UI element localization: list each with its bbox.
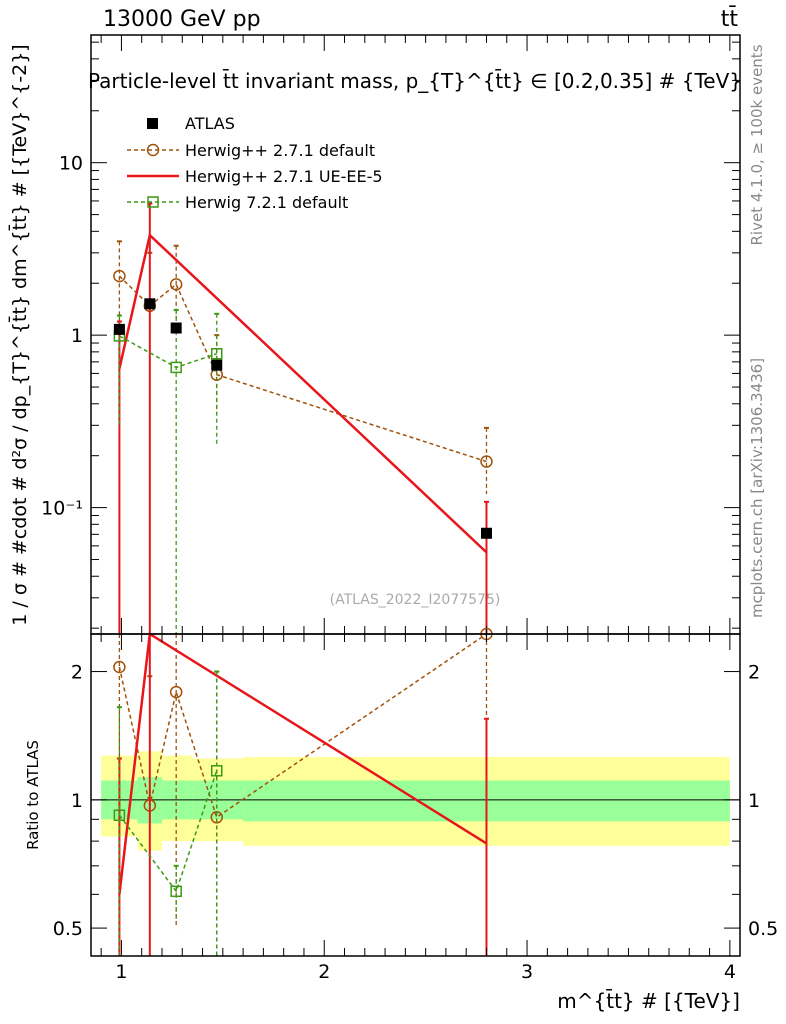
main-point-atlas-3 xyxy=(211,359,223,371)
ratio-point-herwig-7-2-1-default-0 xyxy=(113,809,126,822)
ratio-plot-frame xyxy=(90,633,741,957)
legend-marker-atlas xyxy=(147,118,158,129)
analysis-watermark: (ATLAS_2022_I2077575) xyxy=(330,592,501,608)
main-plot-panel: 10⁻¹ 1 10 xyxy=(41,34,741,635)
main-ytick-label-0: 10⁻¹ xyxy=(41,498,83,520)
x-axis-label: m^{t̄t} # [{TeV}] xyxy=(557,988,740,1013)
main-line-herwig-7-2-1-default xyxy=(119,335,217,369)
main-plot-title: Particle-level t̄t invariant mass, p_{T}… xyxy=(88,68,742,93)
main-point-herwig-7-2-1-default-1 xyxy=(170,361,182,374)
ratio-point-herwig-7-2-1-default-2 xyxy=(210,765,223,777)
ratio-ytick-label-right-0: 0.5 xyxy=(748,918,778,940)
main-point-herwig-7-2-1-default-2 xyxy=(210,348,223,360)
ratio-line-herwig-2-7-1-default xyxy=(118,633,487,819)
main-point-herwig-2-7-1-default-4 xyxy=(480,455,493,468)
legend: ATLAS Herwig++ 2.7.1 default Herwig++ 2.… xyxy=(127,114,383,212)
x-tick-label-0: 1 xyxy=(115,961,127,983)
legend-label-herwig-ueee5: Herwig++ 2.7.1 UE-EE-5 xyxy=(185,167,383,186)
main-point-atlas-0 xyxy=(113,323,125,335)
header-right-label: tt̄ xyxy=(721,6,739,32)
ratio-point-herwig-7-2-1-default-1 xyxy=(170,885,182,898)
main-y-axis-label: 1 / σ # #cdot # d²σ / dp_{T}^{t̄t} dm^{t… xyxy=(7,44,31,625)
legend-label-atlas: ATLAS xyxy=(185,114,235,133)
main-ytick-label-2: 10 xyxy=(59,153,83,175)
ratio-point-herwig-2-7-1-default-0 xyxy=(113,660,126,674)
ratio-ytick-label-left-2: 2 xyxy=(71,662,83,684)
x-tick-label-2: 3 xyxy=(521,961,533,983)
x-tick-label-3: 4 xyxy=(724,961,736,983)
ratio-plot-panel: 0.5 0.5 1 1 2 2 1 2 3 4 xyxy=(53,627,778,983)
main-point-herwig-2-7-1-default-0 xyxy=(113,269,126,283)
ratio-ytick-label-left-0: 0.5 xyxy=(53,918,83,940)
ratio-ytick-label-right-2: 2 xyxy=(748,662,760,684)
main-point-atlas-2 xyxy=(170,322,182,334)
mcplots-label: mcplots.cern.ch [arXiv:1306.3436] xyxy=(748,358,766,618)
main-point-atlas-4 xyxy=(480,527,492,539)
rivet-label: Rivet 4.1.0, ≥ 100k events xyxy=(748,44,766,245)
legend-marker-herwig-default xyxy=(146,143,160,157)
legend-label-herwig-default: Herwig++ 2.7.1 default xyxy=(185,141,375,160)
ratio-y-axis-label: Ratio to ATLAS xyxy=(24,740,42,850)
header-left-label: 13000 GeV pp xyxy=(103,7,261,32)
ratio-line-herwig-7-2-1-default xyxy=(118,770,218,893)
main-line-herwig-2-7-1-ue-ee-5 xyxy=(118,232,488,554)
main-point-herwig-2-7-1-default-2 xyxy=(169,278,183,291)
ratio-ytick-label-left-1: 1 xyxy=(71,790,83,812)
legend-marker-herwig7 xyxy=(147,196,159,208)
legend-label-herwig7: Herwig 7.2.1 default xyxy=(185,193,348,212)
ratio-ytick-label-right-1: 1 xyxy=(748,790,760,812)
main-line-herwig-2-7-1-default xyxy=(118,275,487,463)
main-ytick-label-1: 1 xyxy=(71,325,83,347)
x-tick-label-1: 2 xyxy=(318,961,330,983)
ratio-point-herwig-2-7-1-default-2 xyxy=(169,685,183,699)
main-point-atlas-1 xyxy=(144,298,156,310)
